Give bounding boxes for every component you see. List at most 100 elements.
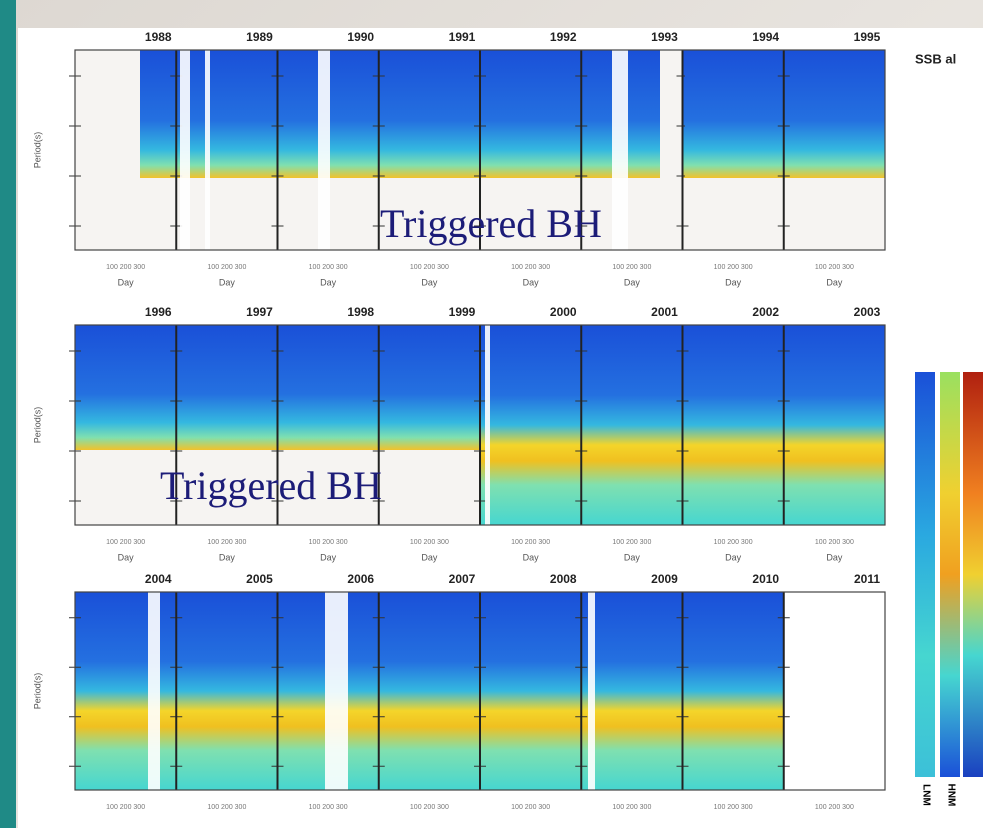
x-axis-label: Day (421, 277, 438, 287)
x-axis-label: Day (826, 277, 843, 287)
x-tick-labels: 100 200 300 (511, 264, 550, 271)
data-gap (148, 592, 160, 790)
year-label: 1991 (449, 30, 476, 44)
spectrogram (783, 325, 885, 525)
year-label: 2011 (854, 572, 880, 586)
spectrogram (378, 50, 480, 178)
x-tick-labels: 100 200 300 (511, 804, 550, 811)
spectrogram (277, 325, 379, 450)
figure-title: SSB al (915, 51, 956, 66)
x-tick-labels: 100 200 300 (309, 804, 348, 811)
x-tick-labels: 100 200 300 (106, 264, 145, 271)
x-tick-labels: 100 200 300 (612, 264, 651, 271)
spectrogram (581, 592, 683, 790)
year-label: 1993 (651, 30, 678, 44)
x-tick-labels: 100 200 300 (309, 539, 348, 546)
side-strip (0, 0, 16, 828)
x-tick-labels: 100 200 300 (815, 804, 854, 811)
year-label: 1992 (550, 30, 577, 44)
panel-frame (74, 49, 886, 251)
spectrogram (480, 50, 582, 178)
x-axis-label: Day (118, 552, 135, 562)
x-tick-labels: 100 200 300 (714, 804, 753, 811)
x-axis-label: Day (624, 277, 641, 287)
year-label: 1997 (246, 305, 273, 319)
y-axis-label: Period(s) (32, 407, 42, 444)
spectrogram (140, 50, 177, 178)
spectrogram (378, 325, 480, 450)
year-label: 2007 (449, 572, 476, 586)
data-gap (318, 50, 330, 250)
colorbar-strip (940, 372, 960, 777)
x-tick-labels: 100 200 300 (612, 804, 651, 811)
spectrogram (682, 592, 784, 790)
spectrogram (176, 325, 278, 450)
x-tick-labels: 100 200 300 (106, 804, 145, 811)
annotation: Triggered BH (160, 463, 382, 508)
x-tick-labels: 100 200 300 (815, 539, 854, 546)
spectrogram (378, 592, 480, 790)
x-tick-labels: 100 200 300 (410, 804, 449, 811)
x-tick-labels: 100 200 300 (612, 539, 651, 546)
year-label: 2003 (854, 305, 881, 319)
spectrogram (176, 50, 278, 178)
x-axis-label: Day (725, 277, 742, 287)
year-label: 1994 (752, 30, 779, 44)
x-axis-label: Day (118, 277, 135, 287)
x-axis-label: Day (320, 277, 337, 287)
x-tick-labels: 100 200 300 (714, 264, 753, 271)
panel-frame (74, 591, 886, 791)
year-label: 2006 (347, 572, 374, 586)
spectrogram (75, 325, 177, 450)
year-label: 2002 (752, 305, 779, 319)
x-tick-labels: 100 200 300 (410, 539, 449, 546)
x-axis-label: Day (523, 552, 540, 562)
x-tick-labels: 100 200 300 (511, 539, 550, 546)
year-label: 1999 (449, 305, 476, 319)
year-label: 2004 (145, 572, 172, 586)
x-axis-label: Day (320, 552, 337, 562)
spectrogram (480, 325, 582, 525)
colorbar-strip (963, 372, 983, 777)
x-tick-labels: 100 200 300 (410, 264, 449, 271)
panels: 1988 100 200 300 Day 1989 100 200 300 Day 1990… (32, 30, 886, 811)
x-tick-labels: 100 200 300 (815, 264, 854, 271)
year-label: 2009 (651, 572, 678, 586)
year-label: 2005 (246, 572, 273, 586)
year-label: 2008 (550, 572, 577, 586)
year-label: 1989 (246, 30, 273, 44)
data-gap (485, 325, 490, 525)
data-gap (180, 50, 190, 250)
empty-panel (783, 592, 885, 790)
year-label: 1990 (347, 30, 374, 44)
year-label: 1996 (145, 305, 172, 319)
x-tick-labels: 100 200 300 (309, 264, 348, 271)
colorbar-strip (915, 372, 935, 777)
year-label: 2001 (651, 305, 678, 319)
x-axis-label: Day (624, 552, 641, 562)
colorbar-label: LNM (920, 784, 931, 806)
x-axis-label: Day (219, 552, 236, 562)
annotation: Triggered BH (380, 201, 602, 246)
x-tick-labels: 100 200 300 (714, 539, 753, 546)
spectrogram (75, 592, 177, 790)
y-axis-label: Period(s) (32, 673, 42, 710)
spectrogram (685, 50, 885, 178)
x-axis-label: Day (523, 277, 540, 287)
x-axis-label: Day (826, 552, 843, 562)
x-tick-labels: 100 200 300 (207, 264, 246, 271)
spectrogram (581, 325, 683, 525)
data-gap (205, 50, 210, 250)
y-axis-label: Period(s) (32, 132, 42, 169)
data-gap (588, 592, 595, 790)
x-axis-label: Day (725, 552, 742, 562)
x-axis-label: Day (421, 552, 438, 562)
year-label: 1995 (854, 30, 881, 44)
year-label: 2010 (752, 572, 779, 586)
data-gap (612, 50, 628, 250)
spectrogram (682, 325, 784, 525)
data-gap (325, 592, 348, 790)
x-axis-label: Day (219, 277, 236, 287)
